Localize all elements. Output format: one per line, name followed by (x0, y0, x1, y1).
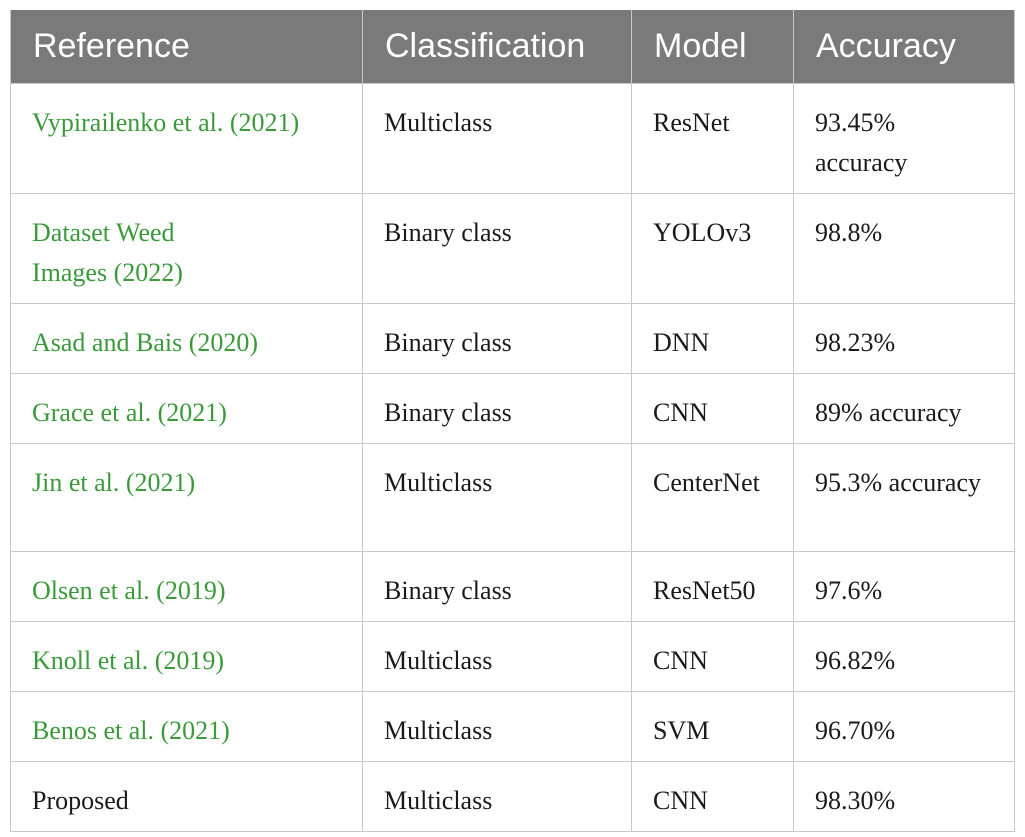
reference-link-text[interactable]: Dataset Weed Images (2022) (32, 218, 183, 287)
reference-link[interactable]: Benos et al. (2021) (10, 691, 363, 762)
accuracy-cell: 96.82% (793, 621, 1015, 692)
table-header-row: Reference Classification Model Accuracy (10, 10, 1015, 84)
model-cell: CNN (631, 373, 794, 444)
table-row: Proposed Multiclass CNN 98.30% (10, 761, 1015, 832)
reference-link[interactable]: Knoll et al. (2019) (10, 621, 363, 692)
header-model: Model (631, 10, 794, 84)
reference-link[interactable]: Asad and Bais (2020) (10, 303, 363, 374)
reference-link[interactable]: Jin et al. (2021) (10, 443, 363, 552)
reference-link[interactable]: Grace et al. (2021) (10, 373, 363, 444)
table-row: Vypirailenko et al. (2021) Multiclass Re… (10, 83, 1015, 194)
classification-cell: Binary class (362, 303, 632, 374)
accuracy-cell: 98.23% (793, 303, 1015, 374)
table-row: Olsen et al. (2019) Binary class ResNet5… (10, 551, 1015, 622)
accuracy-cell: 93.45% accuracy (793, 83, 1015, 194)
model-cell: CNN (631, 621, 794, 692)
classification-cell: Multiclass (362, 83, 632, 194)
accuracy-cell: 97.6% (793, 551, 1015, 622)
table-row: Benos et al. (2021) Multiclass SVM 96.70… (10, 691, 1015, 762)
header-classification: Classification (362, 10, 632, 84)
table-row: Jin et al. (2021) Multiclass CenterNet 9… (10, 443, 1015, 552)
accuracy-cell: 98.8% (793, 193, 1015, 304)
accuracy-cell: 95.3% accuracy (793, 443, 1015, 552)
reference-link[interactable]: Dataset Weed Images (2022) (10, 193, 363, 304)
header-reference: Reference (10, 10, 363, 84)
accuracy-cell: 98.30% (793, 761, 1015, 832)
classification-cell: Multiclass (362, 443, 632, 552)
accuracy-cell: 96.70% (793, 691, 1015, 762)
classification-cell: Multiclass (362, 761, 632, 832)
table-row: Asad and Bais (2020) Binary class DNN 98… (10, 303, 1015, 374)
model-cell: CenterNet (631, 443, 794, 552)
table-row: Knoll et al. (2019) Multiclass CNN 96.82… (10, 621, 1015, 692)
model-cell: CNN (631, 761, 794, 832)
model-cell: YOLOv3 (631, 193, 794, 304)
comparison-table: Reference Classification Model Accuracy … (10, 10, 1015, 832)
table-row: Dataset Weed Images (2022) Binary class … (10, 193, 1015, 304)
classification-cell: Binary class (362, 373, 632, 444)
reference-cell: Proposed (10, 761, 363, 832)
accuracy-cell: 89% accuracy (793, 373, 1015, 444)
classification-cell: Binary class (362, 551, 632, 622)
reference-link[interactable]: Vypirailenko et al. (2021) (10, 83, 363, 194)
table-row: Grace et al. (2021) Binary class CNN 89%… (10, 373, 1015, 444)
model-cell: ResNet (631, 83, 794, 194)
classification-cell: Multiclass (362, 691, 632, 762)
reference-link[interactable]: Olsen et al. (2019) (10, 551, 363, 622)
header-accuracy: Accuracy (793, 10, 1015, 84)
model-cell: SVM (631, 691, 794, 762)
model-cell: DNN (631, 303, 794, 374)
classification-cell: Binary class (362, 193, 632, 304)
model-cell: ResNet50 (631, 551, 794, 622)
classification-cell: Multiclass (362, 621, 632, 692)
